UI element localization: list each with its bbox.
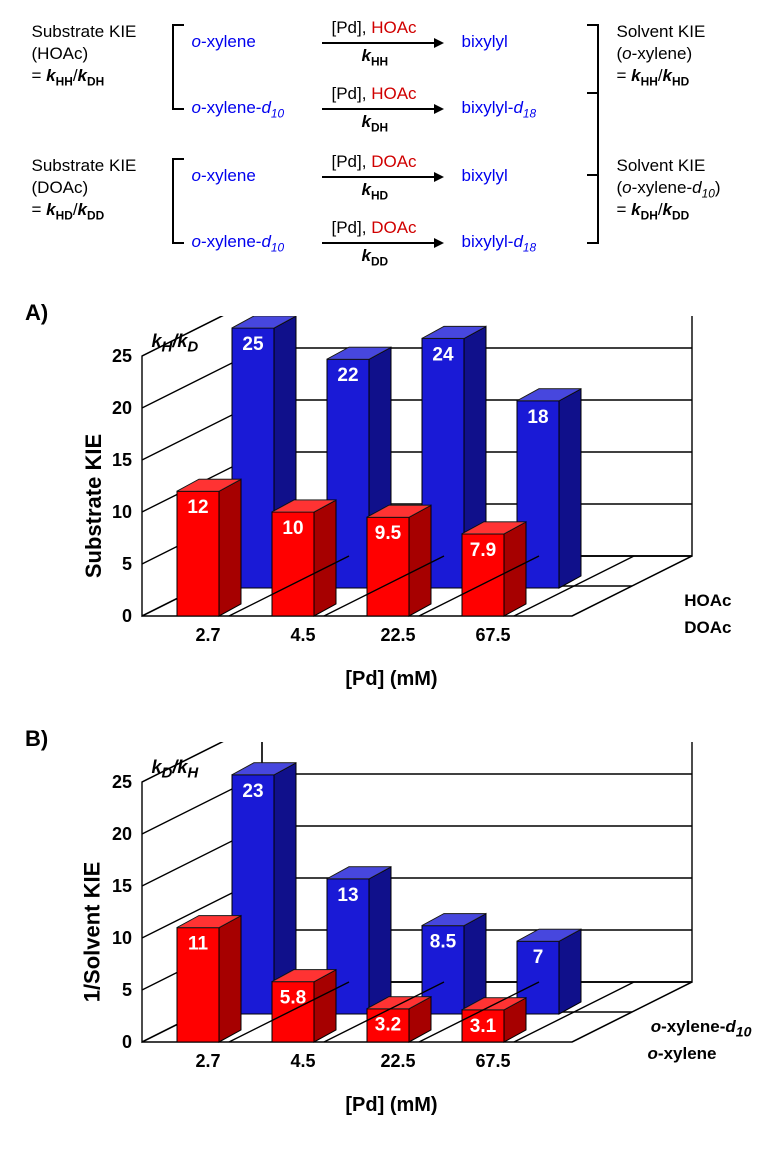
- svg-text:5: 5: [121, 554, 131, 574]
- svg-text:23: 23: [242, 781, 263, 802]
- chart-a-svg: 0 5 10 15 20 25 25 22 24 18 12 10 9.5 7.9 2.7 4.5 22.5 67…: [32, 316, 752, 696]
- rateconst-3: kDD: [362, 246, 389, 268]
- left-bracket-1: [172, 24, 184, 110]
- reactant-2: o-xylene: [192, 166, 256, 186]
- svg-text:11: 11: [187, 934, 208, 955]
- svg-text:3.1: 3.1: [469, 1016, 496, 1037]
- left-box2-l2: (DOAc): [32, 178, 89, 198]
- svg-text:25: 25: [242, 334, 264, 355]
- svg-text:67.5: 67.5: [475, 625, 510, 645]
- arrow-2: [322, 176, 442, 178]
- product-3: bixylyl-d18: [462, 232, 537, 254]
- svg-text:20: 20: [111, 824, 131, 844]
- svg-text:67.5: 67.5: [475, 1051, 510, 1071]
- right-box2-l1: Solvent KIE: [617, 156, 706, 176]
- svg-text:9.5: 9.5: [374, 523, 401, 544]
- arrow-0: [322, 42, 442, 44]
- chart-a-front-series-label: DOAc: [684, 618, 731, 638]
- right-box1-l3: = kHH/kHD: [617, 66, 690, 88]
- kie-scheme: Substrate KIE (HOAc) = kHH/kDH Substrate…: [32, 20, 752, 280]
- arrow-3: [322, 242, 442, 244]
- svg-text:4.5: 4.5: [290, 1051, 315, 1071]
- chart-b-xlabel: [Pd] (mM): [345, 1094, 437, 1117]
- svg-text:25: 25: [111, 346, 131, 366]
- svg-text:18: 18: [527, 407, 548, 428]
- rateconst-2: kHD: [362, 180, 389, 202]
- chart-b-back-series-label: o-xylene-d10: [651, 1017, 752, 1040]
- chart-a: Substrate KIE kH/kD 0 5 10 15 20 25 25 22 24 18 12…: [32, 316, 752, 696]
- reactant-3: o-xylene-d10: [192, 232, 285, 254]
- product-2: bixylyl: [462, 166, 508, 186]
- svg-text:10: 10: [282, 518, 303, 539]
- svg-text:22: 22: [337, 365, 358, 386]
- reactant-0: o-xylene: [192, 32, 256, 52]
- svg-text:10: 10: [111, 502, 131, 522]
- svg-text:4.5: 4.5: [290, 625, 315, 645]
- chart-a-xlabel: [Pd] (mM): [345, 668, 437, 691]
- left-box1-l3: = kHH/kDH: [32, 66, 105, 88]
- right-bracket-2: [587, 92, 599, 244]
- svg-text:7: 7: [532, 947, 543, 968]
- svg-text:5: 5: [121, 980, 131, 1000]
- left-box2-l1: Substrate KIE: [32, 156, 137, 176]
- svg-text:3.2: 3.2: [374, 1015, 400, 1036]
- svg-text:0: 0: [121, 1032, 131, 1052]
- chart-b: 1/Solvent KIE kD/kH 051015202523138.5711…: [32, 742, 752, 1122]
- svg-text:24: 24: [432, 344, 454, 365]
- svg-text:0: 0: [121, 606, 131, 626]
- svg-text:12: 12: [187, 497, 208, 518]
- svg-text:10: 10: [111, 928, 131, 948]
- svg-text:2.7: 2.7: [195, 625, 220, 645]
- left-box2-l3: = kHD/kDD: [32, 200, 105, 222]
- catalyst-2: [Pd], DOAc: [332, 152, 417, 172]
- right-box1-l1: Solvent KIE: [617, 22, 706, 42]
- right-box1-l2: (o-xylene): [617, 44, 693, 64]
- right-box2-l2: (o-xylene-d10): [617, 178, 721, 200]
- rateconst-0: kHH: [362, 46, 389, 68]
- chart-a-back-series-label: HOAc: [684, 591, 731, 611]
- catalyst-1: [Pd], HOAc: [332, 84, 417, 104]
- svg-text:22.5: 22.5: [380, 625, 415, 645]
- svg-text:15: 15: [111, 876, 131, 896]
- reactant-1: o-xylene-d10: [192, 98, 285, 120]
- arrow-1: [322, 108, 442, 110]
- rateconst-1: kDH: [362, 112, 389, 134]
- catalyst-3: [Pd], DOAc: [332, 218, 417, 238]
- svg-text:2.7: 2.7: [195, 1051, 220, 1071]
- product-0: bixylyl: [462, 32, 508, 52]
- catalyst-0: [Pd], HOAc: [332, 18, 417, 38]
- left-bracket-2: [172, 158, 184, 244]
- svg-text:13: 13: [337, 885, 358, 906]
- svg-text:8.5: 8.5: [429, 932, 456, 953]
- svg-text:22.5: 22.5: [380, 1051, 415, 1071]
- svg-text:15: 15: [111, 450, 131, 470]
- svg-text:25: 25: [111, 772, 131, 792]
- product-1: bixylyl-d18: [462, 98, 537, 120]
- chart-b-front-series-label: o-xylene: [648, 1044, 717, 1064]
- chart-b-ratio: kD/kH: [152, 757, 199, 782]
- chart-b-ylabel: 1/Solvent KIE: [79, 862, 105, 1003]
- chart-a-ratio: kH/kD: [152, 331, 199, 356]
- right-box2-l3: = kDH/kDD: [617, 200, 690, 222]
- svg-text:7.9: 7.9: [469, 540, 495, 561]
- chart-b-svg: 051015202523138.57115.83.23.12.74.522.56…: [32, 742, 752, 1122]
- left-box1-l1: Substrate KIE: [32, 22, 137, 42]
- chart-a-ylabel: Substrate KIE: [81, 434, 107, 578]
- left-box1-l2: (HOAc): [32, 44, 89, 64]
- svg-text:20: 20: [111, 398, 131, 418]
